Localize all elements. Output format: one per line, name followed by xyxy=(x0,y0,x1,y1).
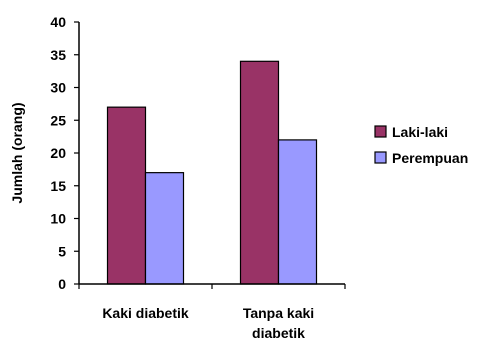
y-tick-label: 15 xyxy=(50,178,66,194)
axes-group xyxy=(74,21,346,289)
labels-group: 0 5 10 15 20 25 30 35 40 Kaki diabetik Tanpa kaki d… xyxy=(9,14,314,341)
bar-laki-laki-1 xyxy=(106,106,147,285)
bar-perempuan-2 xyxy=(277,139,318,285)
bar-perempuan-1 xyxy=(144,172,185,285)
legend: Laki-laki Perempuan xyxy=(374,124,468,166)
y-tick-label: 25 xyxy=(50,112,66,128)
legend-label-perempuan: Perempuan xyxy=(392,150,468,166)
bars-group xyxy=(106,60,318,285)
x-category-label: Tanpa kaki xyxy=(243,305,314,321)
legend-swatch-perempuan xyxy=(374,151,387,164)
y-tick-label: 35 xyxy=(50,47,66,63)
x-category-label: Kaki diabetik xyxy=(102,305,189,321)
y-tick-label: 0 xyxy=(58,276,66,292)
legend-swatch-laki-laki xyxy=(374,125,387,138)
y-axis-title: Jumlah (orang) xyxy=(9,102,25,203)
bar-laki-laki-2 xyxy=(239,60,280,285)
y-tick-label: 20 xyxy=(50,145,66,161)
y-tick-label: 10 xyxy=(50,211,66,227)
legend-label-laki-laki: Laki-laki xyxy=(392,124,448,140)
x-category-label: diabetik xyxy=(252,325,305,341)
y-tick-label: 30 xyxy=(50,80,66,96)
y-tick-label: 5 xyxy=(58,243,66,259)
y-tick-label: 40 xyxy=(50,14,66,30)
